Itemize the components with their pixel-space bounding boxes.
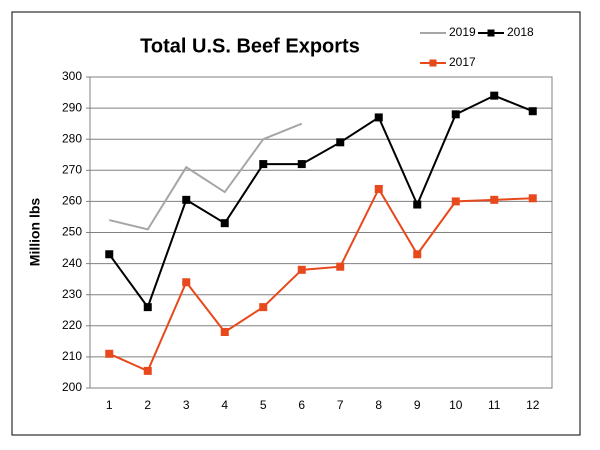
y-tick-label: 250 — [62, 225, 82, 239]
x-tick-label: 3 — [183, 398, 190, 412]
point-marker — [259, 160, 268, 169]
point-marker — [105, 250, 114, 259]
point-marker — [451, 197, 460, 206]
y-tick-label: 200 — [62, 380, 82, 394]
legend-marker — [429, 59, 437, 67]
x-tick-label: 2 — [144, 398, 151, 412]
point-marker — [413, 250, 422, 259]
point-marker — [259, 303, 268, 312]
y-tick-label: 230 — [62, 287, 82, 301]
point-marker — [528, 107, 537, 116]
x-tick-label: 7 — [337, 398, 344, 412]
y-tick-label: 220 — [62, 318, 82, 332]
chart-title: Total U.S. Beef Exports — [140, 35, 360, 57]
x-tick-label: 5 — [260, 398, 267, 412]
point-marker — [374, 184, 383, 193]
point-marker — [297, 265, 306, 274]
y-tick-label: 290 — [62, 100, 82, 114]
legend-label: 2019 — [449, 25, 476, 39]
point-marker — [336, 262, 345, 271]
point-marker — [336, 138, 345, 147]
x-tick-label: 1 — [106, 398, 113, 412]
series-line — [108, 94, 534, 310]
point-marker — [297, 160, 306, 169]
y-tick-label: 260 — [62, 194, 82, 208]
x-tick-label: 8 — [375, 398, 382, 412]
point-marker — [182, 195, 191, 204]
x-tick-label: 9 — [414, 398, 421, 412]
point-marker — [105, 349, 114, 358]
y-axis-label: Million lbs — [27, 198, 43, 267]
point-marker — [143, 303, 152, 312]
point-marker — [451, 110, 460, 119]
y-tick-label: 280 — [62, 131, 82, 145]
series-line — [108, 186, 533, 373]
point-marker — [182, 278, 191, 287]
point-marker — [220, 328, 229, 337]
y-tick-label: 210 — [62, 349, 82, 363]
point-marker — [374, 113, 383, 122]
point-marker — [220, 219, 229, 228]
point-marker — [528, 194, 537, 203]
x-tick-label: 12 — [526, 398, 540, 412]
legend-label: 2018 — [507, 25, 534, 39]
legend-marker — [487, 29, 495, 37]
x-tick-label: 11 — [488, 398, 501, 412]
point-marker — [143, 366, 152, 375]
point-marker — [413, 200, 422, 209]
x-tick-label: 4 — [221, 398, 228, 412]
point-marker — [490, 91, 499, 100]
point-marker — [490, 195, 499, 204]
x-tick-label: 6 — [298, 398, 305, 412]
legend-label: 2017 — [449, 55, 476, 69]
y-tick-label: 270 — [62, 162, 82, 176]
x-tick-label: 10 — [449, 398, 463, 412]
y-tick-label: 240 — [62, 256, 82, 270]
y-tick-label: 300 — [62, 69, 82, 83]
series-line — [109, 122, 303, 231]
